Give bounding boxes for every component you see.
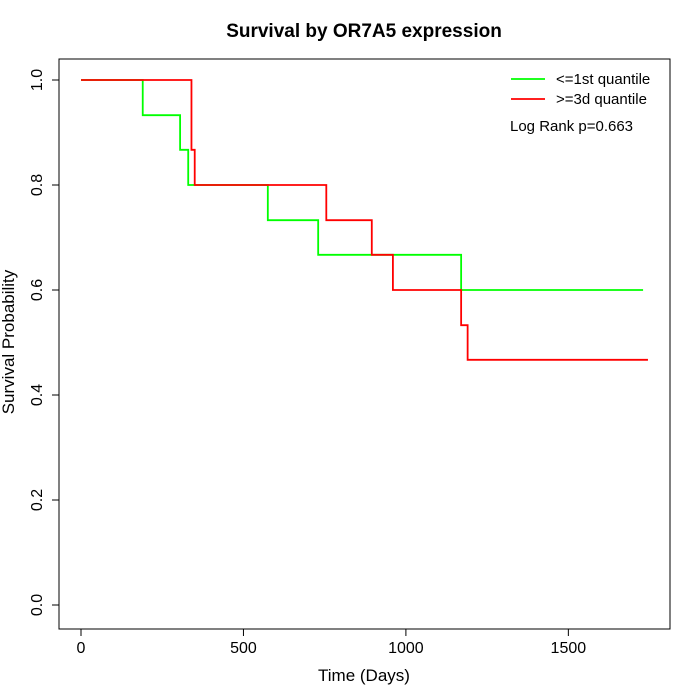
x-tick-label: 0 [77, 640, 86, 657]
y-tick-label: 0.4 [29, 384, 46, 406]
legend: <=1st quantile >=3d quantile [511, 71, 650, 108]
legend-label-2: >=3d quantile [556, 91, 647, 108]
y-axis: 0.0 0.2 0.4 0.6 0.8 1.0 [29, 69, 60, 616]
y-tick-label: 1.0 [29, 69, 46, 91]
y-tick-label: 0.2 [29, 489, 46, 511]
plot-frame [58, 58, 671, 630]
x-axis: 0 500 1000 1500 [77, 628, 587, 657]
x-tick-label: 1500 [551, 640, 587, 657]
x-tick-label: 1000 [388, 640, 424, 657]
series-line-1 [81, 79, 644, 291]
series-line-2 [81, 79, 648, 361]
y-axis-label: Survival Probability [0, 269, 18, 414]
series-layer [81, 79, 648, 361]
log-rank-annotation: Log Rank p=0.663 [510, 118, 633, 135]
y-tick-label: 0.8 [29, 174, 46, 196]
y-tick-label: 0.6 [29, 279, 46, 301]
chart-title: Survival by OR7A5 expression [226, 21, 502, 42]
x-axis-label: Time (Days) [318, 666, 410, 685]
y-tick-label: 0.0 [29, 594, 46, 616]
legend-label-1: <=1st quantile [556, 71, 650, 88]
x-tick-label: 500 [230, 640, 257, 657]
